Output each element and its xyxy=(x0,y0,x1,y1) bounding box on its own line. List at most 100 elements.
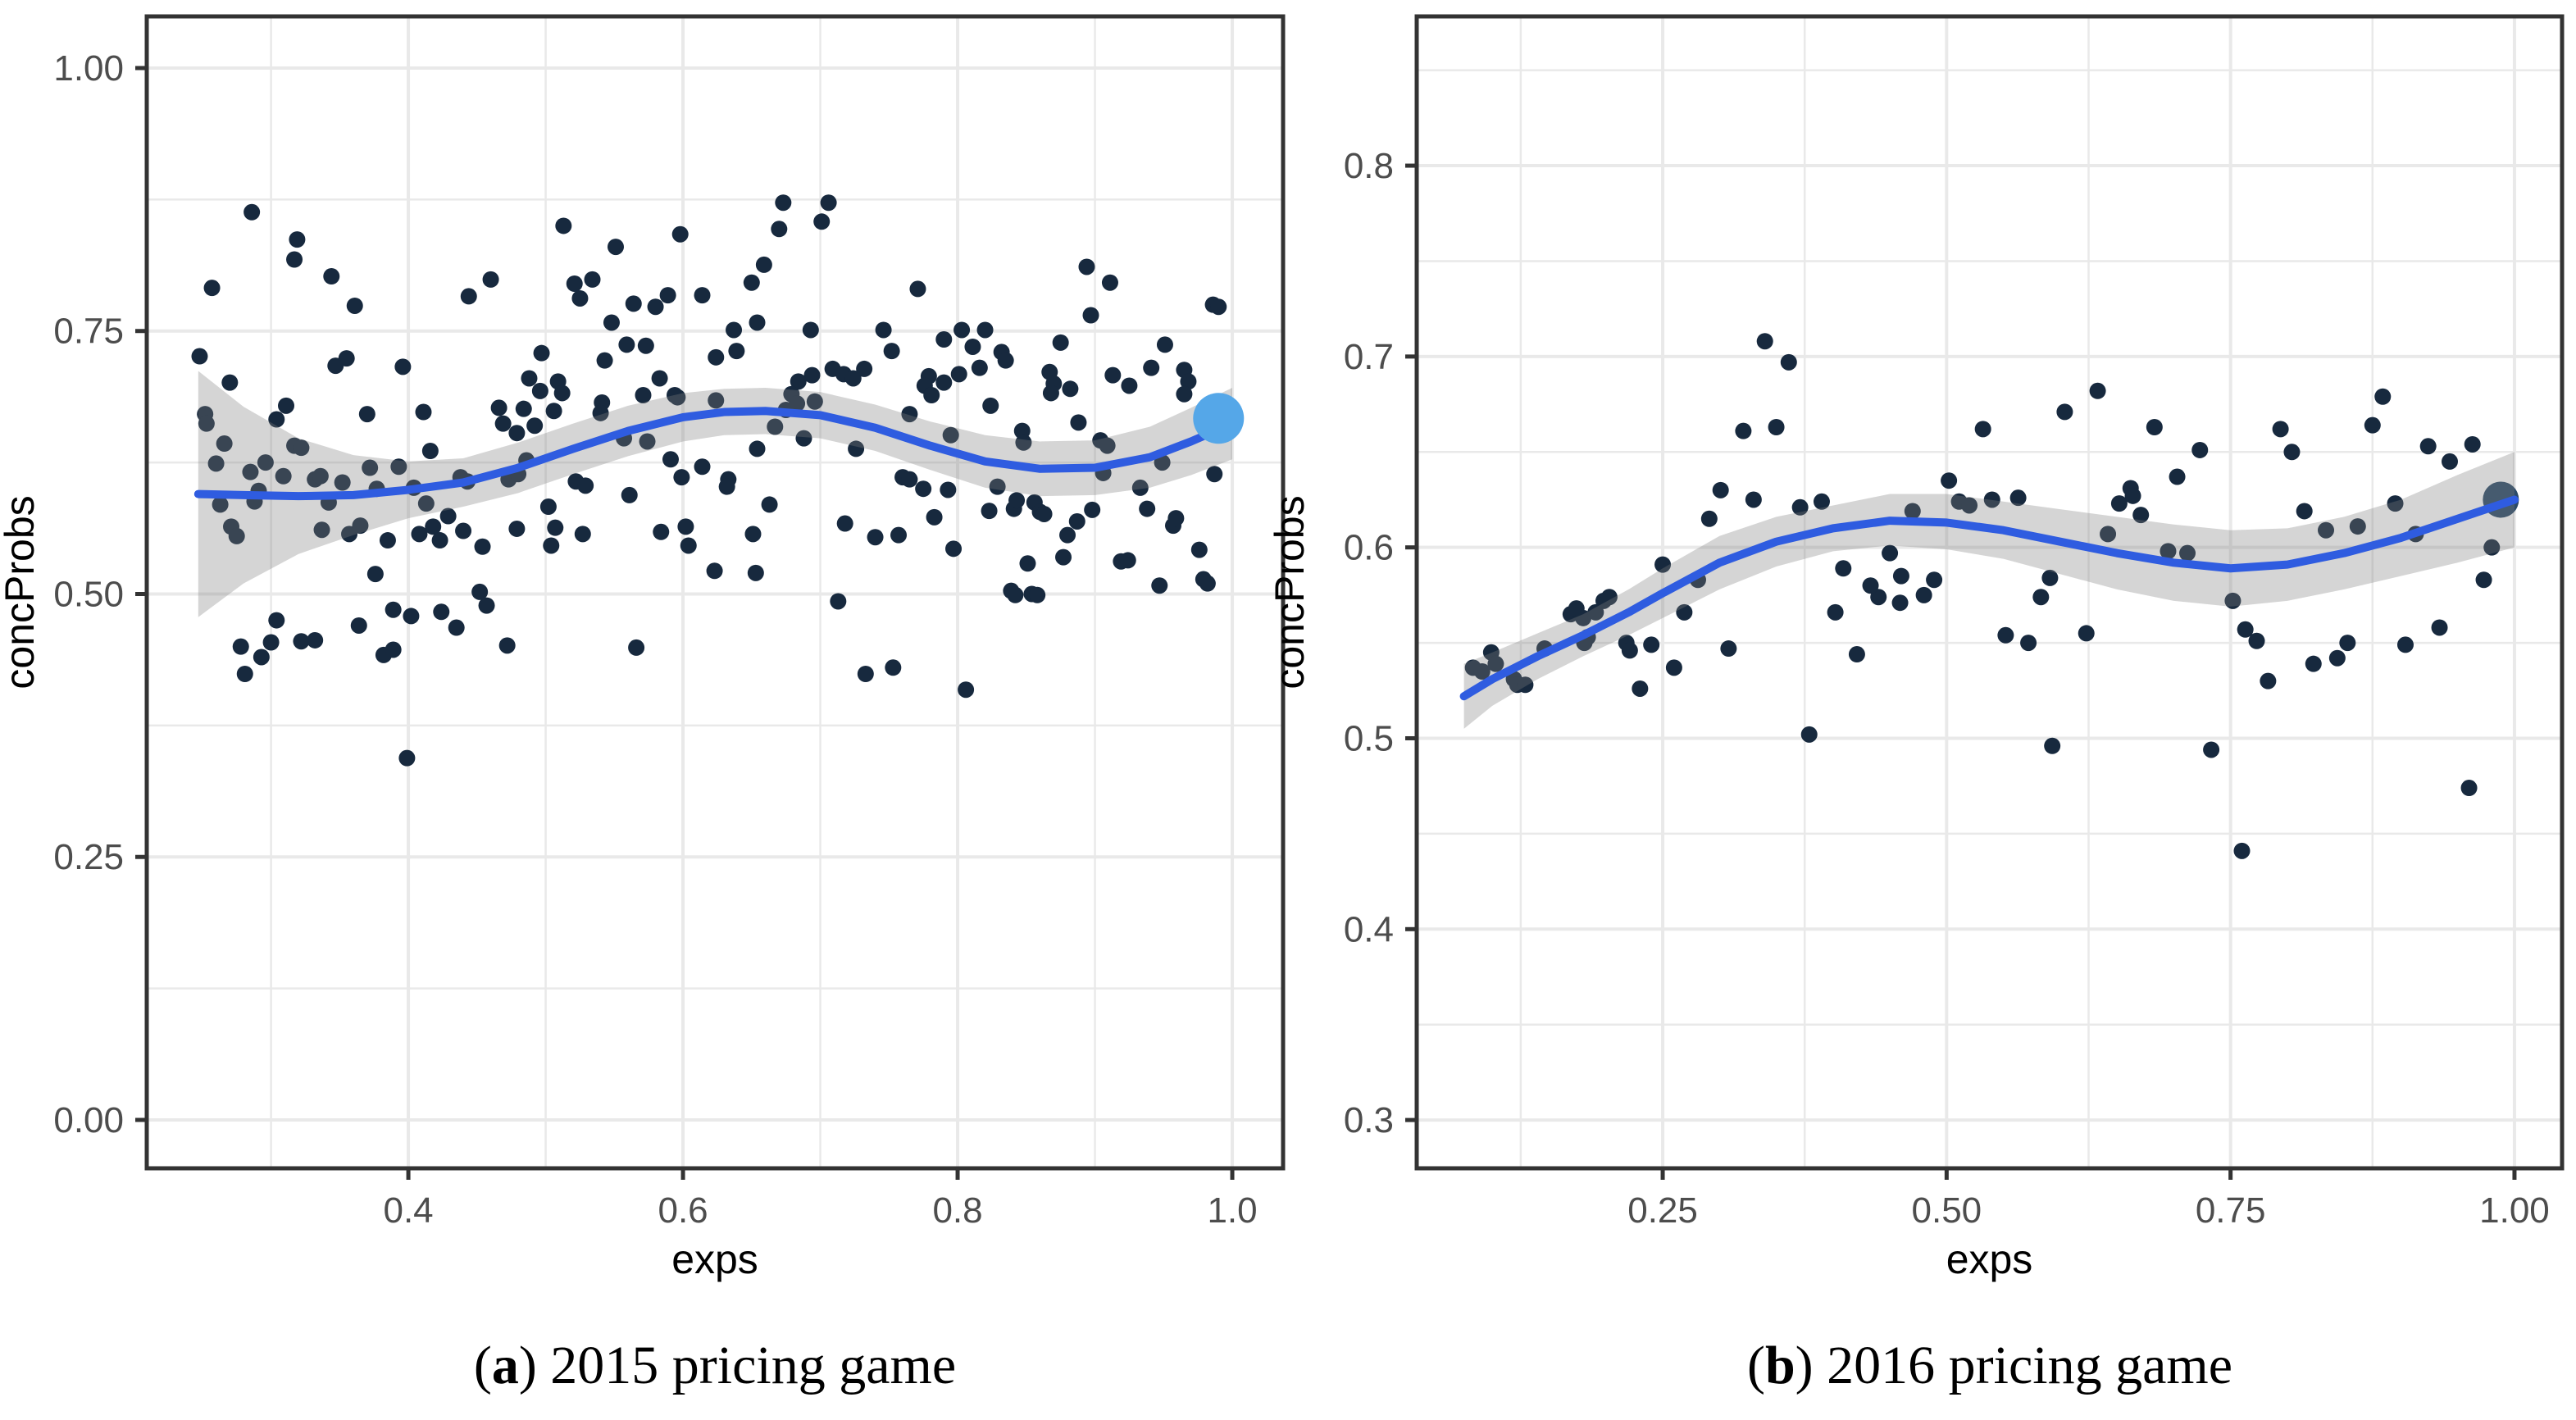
data-point xyxy=(1019,555,1036,572)
data-point xyxy=(1926,571,1943,589)
data-point xyxy=(883,343,900,360)
data-point xyxy=(1062,380,1079,398)
data-point xyxy=(1104,366,1122,384)
data-point xyxy=(1735,422,1752,439)
data-point xyxy=(533,344,550,362)
data-point xyxy=(358,406,375,423)
data-point xyxy=(2044,737,2061,754)
data-point xyxy=(935,331,953,348)
confidence-band xyxy=(198,371,1233,617)
x-tick-label: 0.50 xyxy=(1912,1190,1982,1231)
data-point xyxy=(293,439,310,457)
data-point xyxy=(651,370,668,387)
data-point xyxy=(2124,487,2141,504)
data-point xyxy=(253,649,270,666)
x-tick-label: 0.8 xyxy=(932,1190,982,1231)
data-point xyxy=(755,256,772,273)
data-point xyxy=(1029,586,1046,603)
data-point xyxy=(2396,636,2414,653)
data-point xyxy=(2248,632,2265,649)
data-point xyxy=(950,366,967,383)
caption-a-letter: a xyxy=(491,1336,519,1395)
data-point xyxy=(1151,577,1168,594)
data-point xyxy=(242,463,259,480)
data-point xyxy=(761,496,778,513)
data-point xyxy=(1101,274,1118,291)
data-point xyxy=(498,637,516,654)
data-point xyxy=(806,393,823,410)
data-point xyxy=(2009,489,2027,507)
data-point xyxy=(2203,741,2220,758)
data-point xyxy=(1119,552,1136,569)
data-point xyxy=(526,417,544,435)
data-point xyxy=(207,455,225,472)
data-point xyxy=(775,194,792,212)
data-point xyxy=(411,526,428,543)
data-point xyxy=(362,459,379,476)
data-point xyxy=(901,471,918,488)
caption-b-letter: b xyxy=(1764,1336,1795,1395)
data-point xyxy=(203,280,221,297)
data-point xyxy=(385,601,402,618)
data-point xyxy=(659,287,676,304)
data-point xyxy=(971,359,988,376)
x-tick-label: 0.6 xyxy=(658,1190,708,1231)
x-tick-label: 0.75 xyxy=(2196,1190,2266,1231)
data-point xyxy=(1167,510,1185,527)
data-point xyxy=(543,537,560,554)
data-point xyxy=(2328,649,2346,667)
data-point xyxy=(278,397,295,414)
data-point xyxy=(1745,491,1762,508)
data-point xyxy=(694,458,711,476)
data-point xyxy=(584,271,601,288)
data-point xyxy=(262,634,280,651)
data-point xyxy=(677,518,694,535)
data-point xyxy=(268,411,285,428)
data-point xyxy=(637,337,654,354)
data-point xyxy=(2110,495,2128,512)
caption-a-text: ) 2015 pricing game xyxy=(518,1336,957,1395)
data-point xyxy=(1813,493,1830,510)
data-point xyxy=(813,213,831,230)
data-point xyxy=(2272,421,2289,438)
y-tick-label: 0.50 xyxy=(53,574,124,614)
data-point xyxy=(1176,385,1193,403)
data-point xyxy=(1008,492,1026,509)
data-point xyxy=(901,406,918,423)
panel-b-points xyxy=(1464,333,2501,859)
data-point xyxy=(1131,479,1149,496)
data-point xyxy=(1070,414,1087,431)
data-point xyxy=(942,426,959,444)
data-point xyxy=(1473,662,1491,680)
data-point xyxy=(1632,680,1649,697)
data-point xyxy=(1199,575,1216,592)
data-point xyxy=(2191,441,2209,458)
data-point xyxy=(1654,556,1672,573)
data-point xyxy=(1891,594,1909,612)
data-point xyxy=(1983,491,2000,508)
data-point xyxy=(2349,518,2366,535)
data-point xyxy=(844,370,862,387)
data-point xyxy=(1082,307,1099,324)
data-point xyxy=(909,280,926,298)
data-point xyxy=(915,480,932,498)
data-point xyxy=(236,665,253,682)
data-point xyxy=(547,519,564,536)
data-point xyxy=(448,619,465,636)
data-point xyxy=(1700,510,1718,527)
data-point xyxy=(471,583,489,600)
data-point xyxy=(555,217,572,234)
data-point xyxy=(1487,655,1504,672)
data-point xyxy=(953,321,971,339)
data-point xyxy=(289,231,306,248)
data-point xyxy=(747,564,764,581)
data-point xyxy=(566,275,583,293)
data-point xyxy=(728,343,745,360)
data-point xyxy=(385,641,402,658)
data-point xyxy=(625,295,642,312)
data-point xyxy=(191,348,208,365)
data-point xyxy=(592,404,609,421)
data-point xyxy=(1206,466,1223,483)
data-point xyxy=(1665,659,1682,676)
data-point xyxy=(1078,258,1095,275)
